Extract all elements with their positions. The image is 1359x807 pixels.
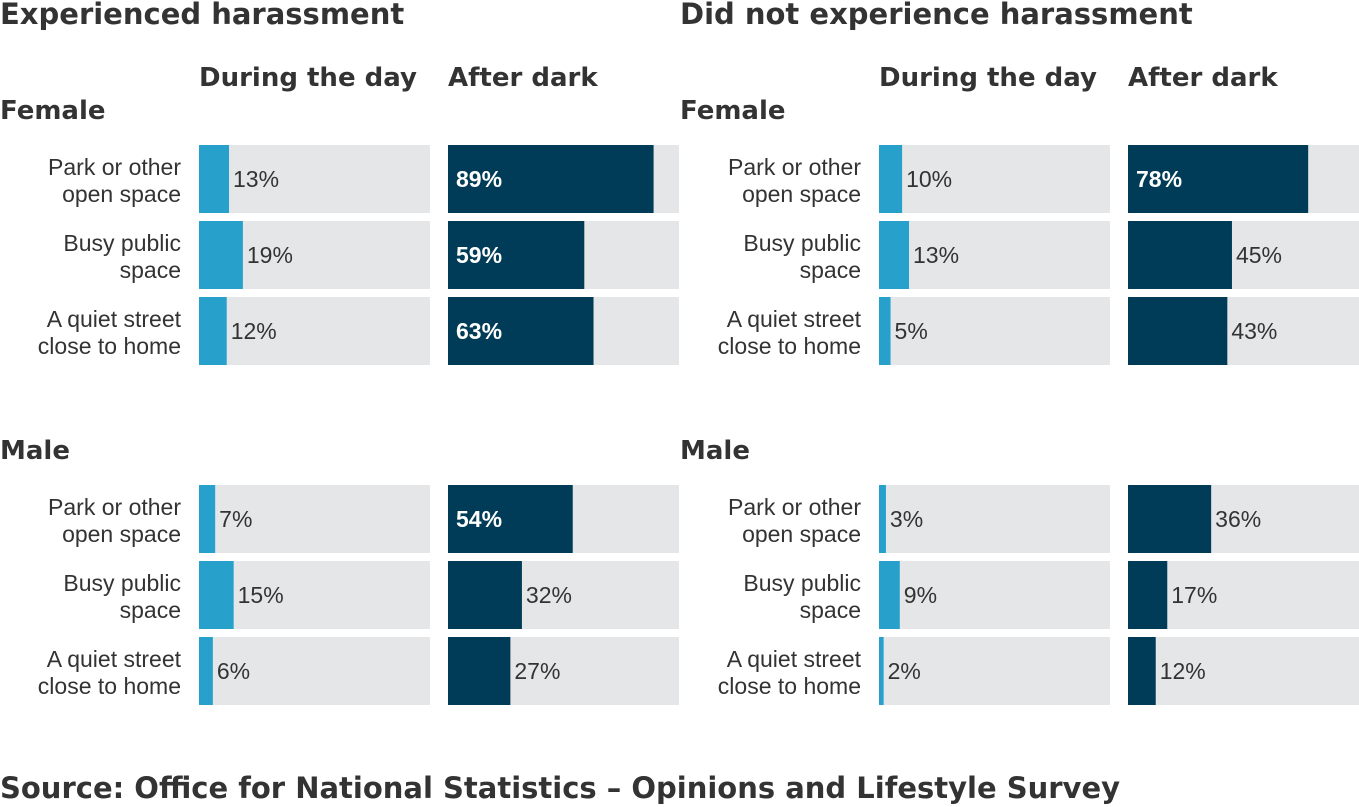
data-label: 36% bbox=[1215, 506, 1261, 532]
bar-dark bbox=[1128, 561, 1168, 629]
column-heading-day: During the day bbox=[199, 63, 417, 93]
data-label: 45% bbox=[1236, 242, 1282, 268]
category-label: Park or other bbox=[728, 494, 861, 520]
bar-day bbox=[879, 637, 884, 705]
bar-dark bbox=[1128, 485, 1212, 553]
group-heading: Male bbox=[0, 436, 70, 466]
data-label: 2% bbox=[888, 658, 921, 684]
bar-day bbox=[879, 221, 910, 289]
data-label: 12% bbox=[231, 318, 277, 344]
category-label: open space bbox=[62, 181, 181, 207]
bar-track bbox=[1128, 637, 1359, 705]
bar-dark bbox=[1128, 221, 1232, 289]
bar-day bbox=[199, 637, 213, 705]
bar-day bbox=[879, 297, 891, 365]
data-label: 10% bbox=[906, 166, 952, 192]
bar-dark bbox=[1128, 145, 1309, 213]
category-label: A quiet street bbox=[727, 646, 862, 672]
panel-title: Experienced harassment bbox=[0, 0, 404, 31]
data-label: 78% bbox=[1136, 166, 1182, 192]
column-heading-dark: After dark bbox=[448, 63, 598, 93]
data-label: 13% bbox=[233, 166, 279, 192]
group-heading: Female bbox=[680, 96, 786, 126]
category-label: close to home bbox=[38, 333, 181, 359]
column-heading-day: During the day bbox=[879, 63, 1097, 93]
category-label: space bbox=[120, 257, 181, 283]
category-label: Busy public bbox=[743, 570, 861, 596]
data-label: 6% bbox=[217, 658, 250, 684]
data-label: 12% bbox=[1160, 658, 1206, 684]
bar-track bbox=[879, 221, 1110, 289]
bar-track bbox=[199, 561, 430, 629]
data-label: 19% bbox=[247, 242, 293, 268]
bar-day bbox=[879, 561, 900, 629]
category-label: space bbox=[120, 597, 181, 623]
bar-track bbox=[199, 637, 430, 705]
data-label: 32% bbox=[526, 582, 572, 608]
category-label: Busy public bbox=[743, 230, 861, 256]
bar-day bbox=[879, 145, 903, 213]
category-label: open space bbox=[742, 181, 861, 207]
data-label: 5% bbox=[895, 318, 928, 344]
bar-track bbox=[879, 561, 1110, 629]
category-label: A quiet street bbox=[47, 646, 182, 672]
category-label: close to home bbox=[718, 333, 861, 359]
category-label: Busy public bbox=[63, 230, 181, 256]
category-label: open space bbox=[742, 521, 861, 547]
bar-dark bbox=[448, 297, 594, 365]
bar-dark bbox=[1128, 637, 1156, 705]
bar-track bbox=[879, 637, 1110, 705]
bar-track bbox=[199, 485, 430, 553]
bar-track bbox=[199, 145, 430, 213]
data-label: 9% bbox=[904, 582, 937, 608]
data-label: 63% bbox=[456, 318, 502, 344]
bar-track bbox=[879, 485, 1110, 553]
data-label: 17% bbox=[1171, 582, 1217, 608]
bar-day bbox=[199, 145, 230, 213]
bar-dark bbox=[448, 637, 511, 705]
source-note: Source: Office for National Statistics –… bbox=[0, 771, 1120, 805]
data-label: 54% bbox=[456, 506, 502, 532]
bar-track bbox=[199, 297, 430, 365]
category-label: space bbox=[800, 257, 861, 283]
bar-day bbox=[199, 485, 216, 553]
category-label: Park or other bbox=[728, 154, 861, 180]
category-label: close to home bbox=[38, 673, 181, 699]
group-heading: Female bbox=[0, 96, 106, 126]
bar-dark bbox=[1128, 297, 1228, 365]
category-label: open space bbox=[62, 521, 181, 547]
category-label: Busy public bbox=[63, 570, 181, 596]
bar-day bbox=[199, 561, 234, 629]
data-label: 27% bbox=[514, 658, 560, 684]
category-label: close to home bbox=[718, 673, 861, 699]
data-label: 59% bbox=[456, 242, 502, 268]
bar-day bbox=[199, 297, 227, 365]
bar-dark bbox=[448, 485, 573, 553]
bar-track bbox=[879, 145, 1110, 213]
bar-dark bbox=[448, 145, 654, 213]
category-label: space bbox=[800, 597, 861, 623]
column-heading-dark: After dark bbox=[1128, 63, 1278, 93]
data-label: 3% bbox=[890, 506, 923, 532]
group-heading: Male bbox=[680, 436, 750, 466]
panel-title: Did not experience harassment bbox=[680, 0, 1193, 31]
data-label: 13% bbox=[913, 242, 959, 268]
category-label: A quiet street bbox=[727, 306, 862, 332]
bar-dark bbox=[448, 561, 522, 629]
category-label: A quiet street bbox=[47, 306, 182, 332]
bar-day bbox=[199, 221, 243, 289]
data-label: 43% bbox=[1231, 318, 1277, 344]
bar-track bbox=[879, 297, 1110, 365]
category-label: Park or other bbox=[48, 154, 181, 180]
category-label: Park or other bbox=[48, 494, 181, 520]
data-label: 15% bbox=[238, 582, 284, 608]
bar-dark bbox=[448, 221, 585, 289]
data-label: 7% bbox=[219, 506, 252, 532]
bar-day bbox=[879, 485, 886, 553]
data-label: 89% bbox=[456, 166, 502, 192]
